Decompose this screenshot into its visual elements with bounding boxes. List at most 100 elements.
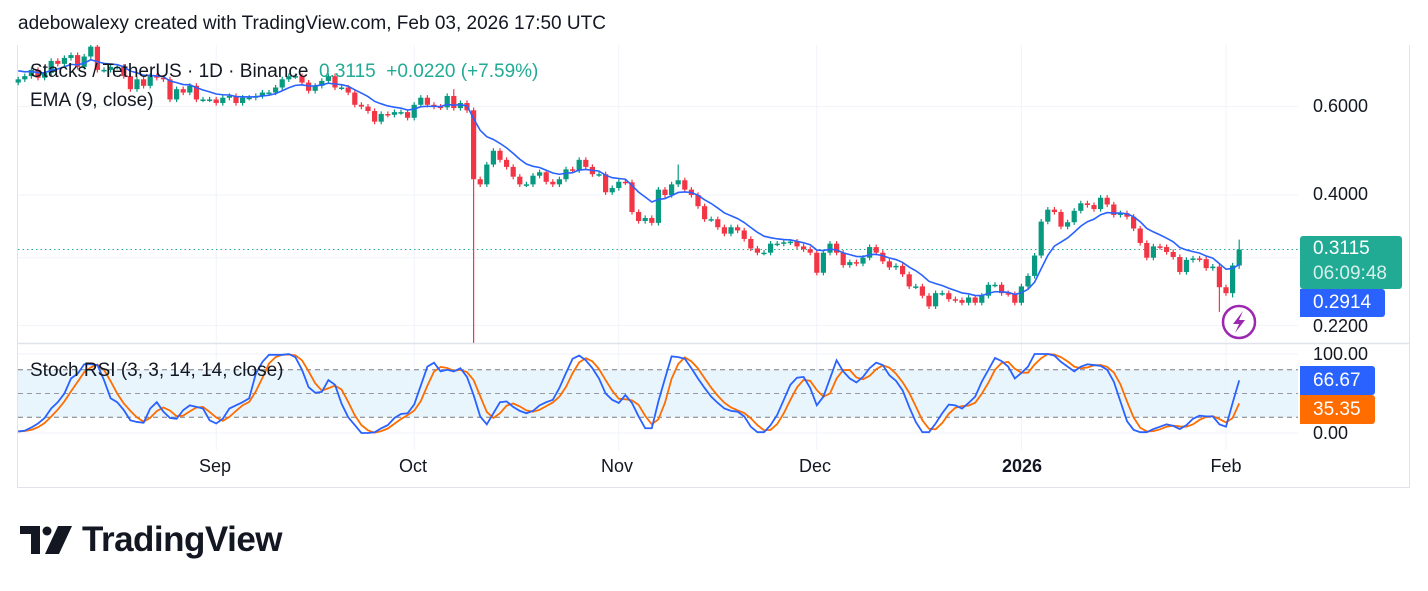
candle — [378, 111, 384, 125]
candle — [141, 76, 147, 89]
candle-body — [834, 243, 840, 253]
candle-body — [68, 55, 74, 58]
candle-body — [345, 87, 351, 93]
candle-body — [972, 297, 978, 303]
candle-body — [114, 66, 120, 69]
candle — [900, 263, 906, 277]
candle-body — [1117, 213, 1123, 215]
candle — [510, 164, 516, 180]
candle — [398, 109, 404, 115]
candle — [1058, 209, 1064, 230]
candle-body — [1012, 294, 1018, 303]
candle — [497, 148, 503, 163]
candle-body — [649, 217, 655, 223]
candle — [1197, 255, 1203, 262]
candle — [477, 176, 483, 187]
candle — [1144, 240, 1150, 261]
candle-body — [1137, 228, 1143, 243]
candle-body — [48, 60, 54, 74]
candle — [61, 55, 67, 67]
candle — [1210, 264, 1216, 271]
stoch-legend[interactable]: Stoch RSI (3, 3, 14, 14, close) — [30, 360, 284, 381]
candle-body — [1131, 216, 1137, 229]
candle-body — [622, 181, 628, 184]
candle — [946, 290, 952, 302]
candle-body — [1071, 210, 1077, 223]
ema-legend[interactable]: EMA (9, close) — [30, 90, 154, 111]
candle — [1216, 264, 1222, 312]
candle — [1236, 239, 1242, 269]
chart-credit: adebowalexy created with TradingView.com… — [18, 13, 606, 34]
candle-body — [101, 69, 107, 72]
candle-body — [391, 112, 397, 115]
candle-body — [418, 97, 424, 105]
candle-body — [537, 172, 543, 176]
candle — [761, 250, 767, 256]
ema-value-tag: 0.2914 — [1300, 289, 1385, 317]
candle — [134, 76, 140, 92]
candle — [715, 216, 721, 230]
candle-body — [1104, 197, 1110, 205]
candle-body — [1005, 293, 1011, 295]
candle-body — [840, 252, 846, 266]
candle-body — [754, 248, 760, 253]
candle — [411, 102, 417, 121]
candle-body — [61, 57, 67, 64]
time-tick: Feb — [1210, 456, 1242, 476]
candle-body — [774, 243, 780, 246]
candle-body — [108, 66, 114, 70]
candle — [616, 179, 622, 191]
candle-body — [873, 247, 879, 253]
candle-body — [15, 79, 21, 83]
candle-body — [121, 66, 127, 77]
candle — [101, 67, 107, 73]
candle-body — [959, 300, 965, 303]
candle-body — [530, 175, 536, 185]
candle-body — [424, 97, 430, 105]
candle — [774, 241, 780, 247]
symbol-legend[interactable]: Stacks / TetherUS · 1D · Binance 0.3115 … — [30, 61, 538, 83]
candle — [504, 157, 510, 170]
candle — [530, 173, 536, 187]
alert-lightning-icon[interactable] — [1221, 304, 1257, 340]
tradingview-logo[interactable]: TradingView — [20, 520, 283, 560]
candle-body — [1025, 275, 1031, 287]
candle-body — [682, 180, 688, 190]
candle-body — [820, 252, 826, 273]
candle-body — [187, 85, 193, 93]
candle — [490, 148, 496, 168]
candle-body — [1018, 286, 1024, 303]
candle-body — [1150, 246, 1156, 258]
candles — [15, 45, 1242, 343]
candle — [451, 89, 457, 111]
candle-body — [933, 293, 939, 307]
bar-countdown: 06:09:48 — [1313, 263, 1387, 284]
candle-body — [523, 184, 529, 186]
candle-body — [246, 97, 252, 100]
candle — [1032, 252, 1038, 279]
candle-body — [556, 179, 562, 185]
candle-body — [1236, 249, 1242, 266]
stoch-d-tag: 35.35 — [1300, 395, 1375, 424]
candle-body — [603, 174, 609, 193]
stoch-k-tag: 66.67 — [1300, 366, 1375, 395]
time-tick: Sep — [198, 456, 232, 476]
candle — [372, 108, 378, 125]
candle-body — [675, 180, 681, 185]
candle — [596, 171, 602, 177]
time-tick: Dec — [798, 456, 832, 476]
candle-body — [1170, 251, 1176, 257]
candle — [48, 58, 54, 76]
candle — [88, 45, 94, 60]
candle — [81, 53, 87, 70]
candle — [279, 76, 285, 91]
candle — [35, 67, 41, 81]
candle-body — [497, 150, 503, 160]
candle-body — [715, 219, 721, 228]
candle-body — [985, 284, 991, 296]
candle — [332, 73, 338, 91]
candle — [721, 224, 727, 237]
candle-body — [708, 219, 714, 221]
candle — [675, 164, 681, 187]
